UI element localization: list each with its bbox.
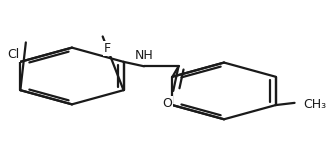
Text: O: O <box>162 97 172 110</box>
Text: Cl: Cl <box>7 48 19 61</box>
Text: F: F <box>104 42 111 55</box>
Text: NH: NH <box>135 49 153 62</box>
Text: CH₃: CH₃ <box>303 98 326 111</box>
